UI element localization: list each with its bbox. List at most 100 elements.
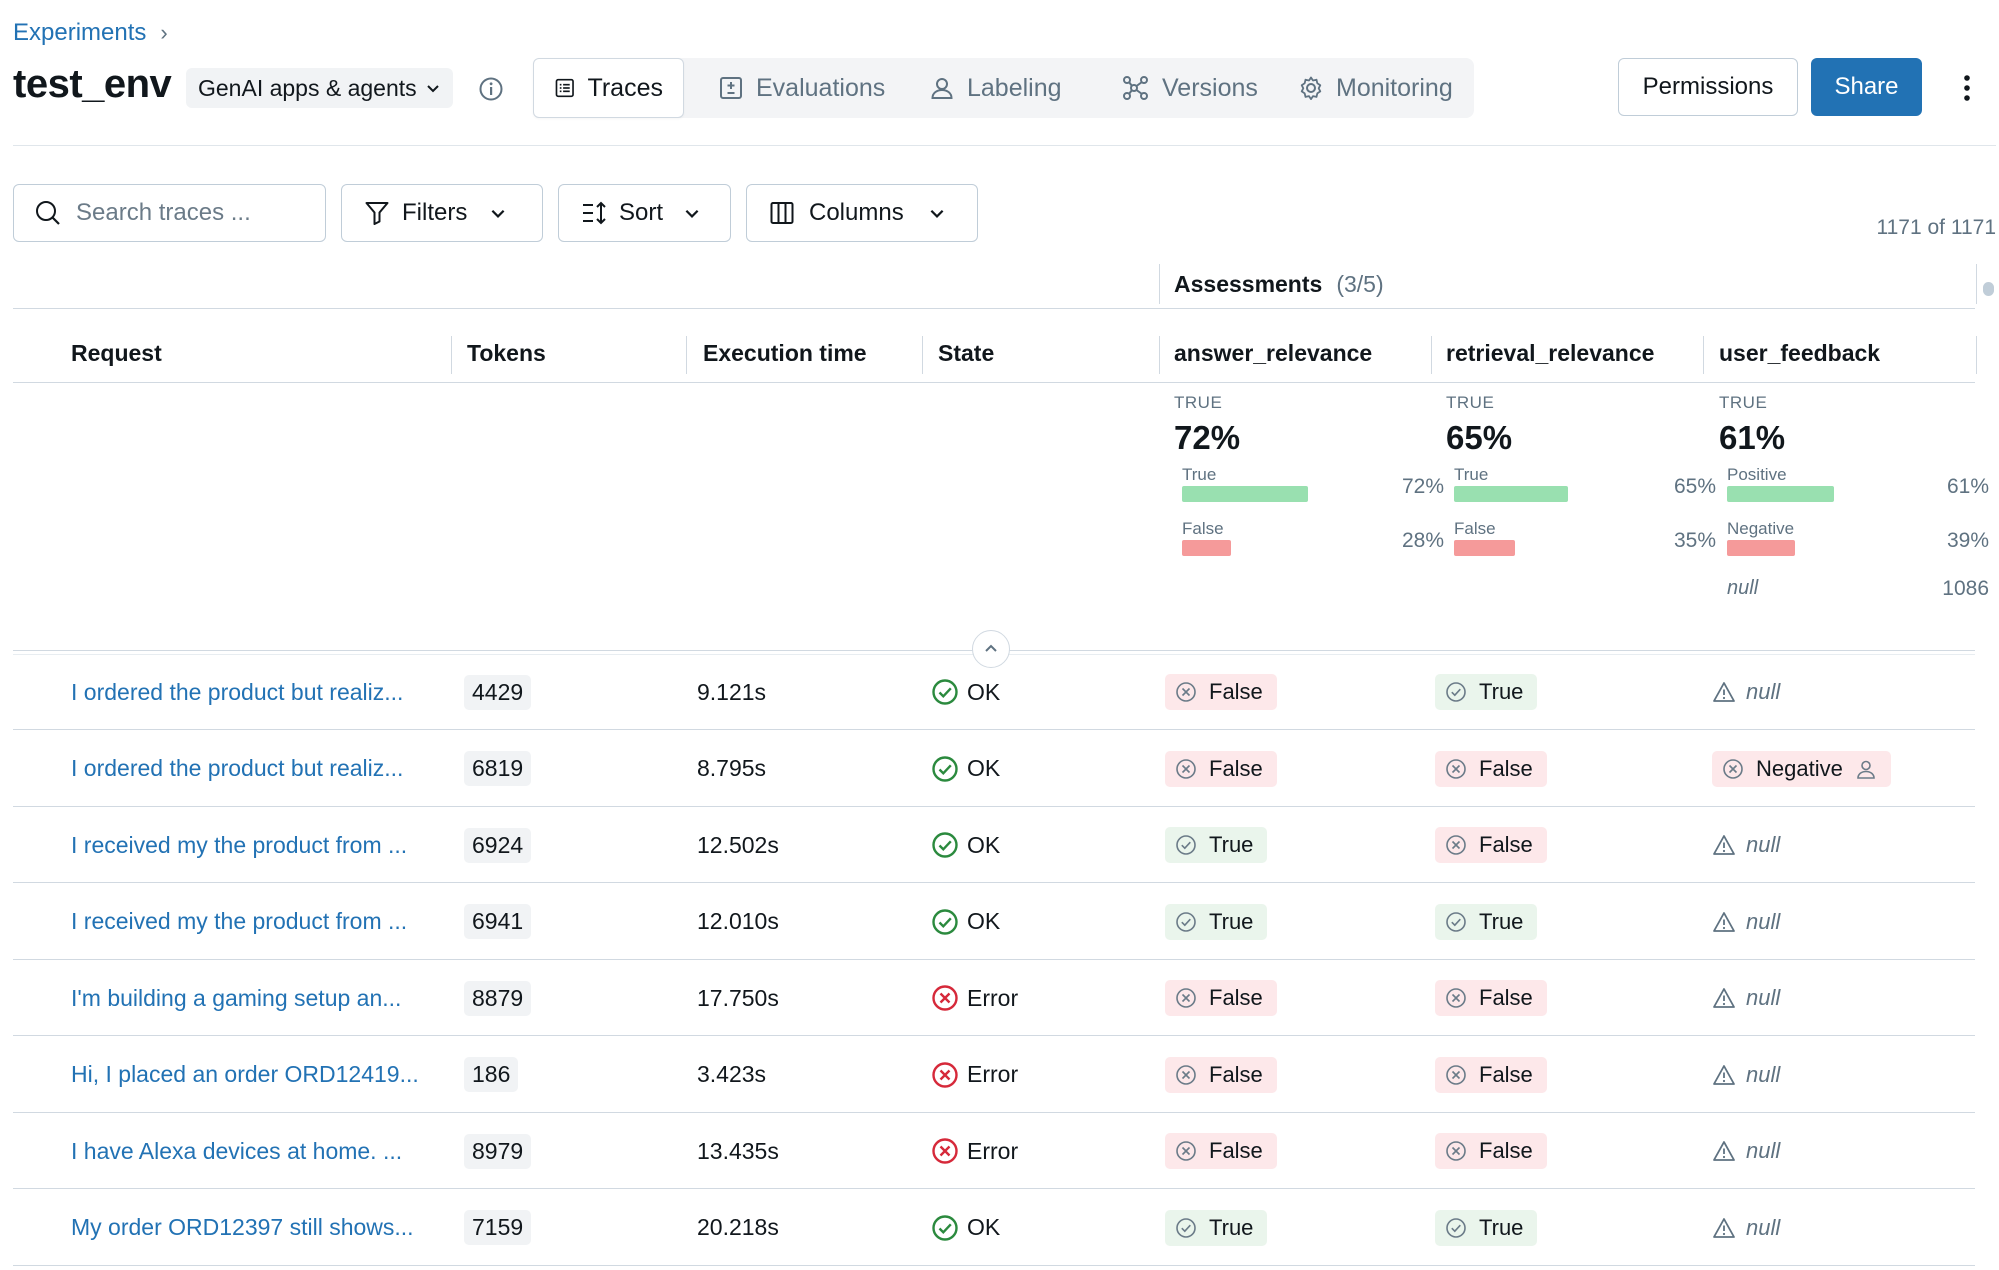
assessment-chip-label: False bbox=[1479, 1138, 1533, 1163]
summary-answer-relevance: TRUE 72% True 72% False 28% bbox=[1174, 393, 1444, 573]
column-divider[interactable] bbox=[686, 336, 687, 374]
assessment-chip[interactable]: True bbox=[1165, 903, 1268, 940]
user-icon bbox=[931, 78, 953, 99]
assessment-chip-label: False bbox=[1479, 985, 1533, 1010]
assessment-chip[interactable]: False bbox=[1165, 674, 1277, 710]
table-row[interactable]: I'm building a gaming setup an... 8879 17.… bbox=[13, 960, 1975, 1036]
col-header-request[interactable]: Request bbox=[71, 340, 162, 366]
tab-labeling[interactable]: Labeling bbox=[909, 58, 1082, 118]
state-cell: OK bbox=[931, 807, 1000, 883]
warning-icon bbox=[1713, 988, 1735, 1008]
search-input[interactable]: Search traces ... bbox=[13, 184, 326, 242]
info-icon[interactable] bbox=[478, 76, 504, 102]
col-header-retrieval-relevance[interactable]: retrieval_relevance bbox=[1446, 340, 1655, 366]
breadcrumb-experiments-link[interactable]: Experiments bbox=[13, 19, 147, 46]
assessment-chip-label: True bbox=[1209, 832, 1254, 857]
columns-button[interactable]: Columns bbox=[746, 184, 978, 242]
assessment-chip[interactable]: True bbox=[1435, 1209, 1538, 1246]
summary-retrieval-relevance: TRUE 65% True 65% False 35% bbox=[1446, 393, 1716, 573]
chevron-down-icon bbox=[426, 85, 439, 93]
state-label: OK bbox=[967, 1214, 1001, 1240]
assessment-chip[interactable]: False bbox=[1165, 750, 1277, 787]
col-header-execution-time[interactable]: Execution time bbox=[703, 340, 867, 366]
nodes-icon bbox=[1123, 76, 1148, 100]
assessment-chip[interactable]: False bbox=[1165, 980, 1277, 1016]
user-feedback-cell: null bbox=[1712, 884, 1780, 960]
request-link[interactable]: I'm building a gaming setup an... bbox=[71, 984, 402, 1011]
assessment-chip[interactable]: False bbox=[1435, 1056, 1547, 1093]
assessment-chip[interactable]: False bbox=[1435, 1133, 1547, 1169]
state-cell: OK bbox=[931, 884, 1000, 960]
user-feedback-cell: null bbox=[1712, 807, 1780, 883]
assessment-chip-label: True bbox=[1479, 908, 1524, 934]
scrollbar-thumb[interactable] bbox=[1983, 282, 1994, 296]
table-row[interactable]: I received my the product from ... 6941 12… bbox=[13, 884, 1975, 960]
assessment-chip[interactable]: True bbox=[1435, 903, 1538, 940]
filters-button[interactable]: Filters bbox=[341, 184, 543, 242]
col-header-tokens[interactable]: Tokens bbox=[467, 340, 546, 366]
warning-icon bbox=[1713, 1141, 1735, 1161]
execution-time-cell: 13.435s bbox=[697, 1137, 779, 1164]
null-value: null bbox=[1746, 985, 1781, 1010]
column-divider[interactable] bbox=[1703, 336, 1704, 374]
assessment-chip[interactable]: True bbox=[1165, 827, 1268, 863]
summary-row-pct: 72% bbox=[1401, 475, 1444, 498]
execution-time-cell: 17.750s bbox=[697, 984, 779, 1011]
state-label: OK bbox=[967, 831, 1001, 858]
column-divider[interactable] bbox=[451, 336, 452, 374]
table-row[interactable]: I have Alexa devices at home. ... 8979 13.… bbox=[13, 1113, 1975, 1189]
request-link[interactable]: I received my the product from ... bbox=[71, 831, 408, 858]
tokens-badge: 8879 bbox=[464, 980, 532, 1016]
request-link[interactable]: I received my the product from ... bbox=[71, 908, 408, 934]
request-link[interactable]: Hi, I placed an order ORD12419... bbox=[71, 1061, 419, 1087]
more-options-icon[interactable] bbox=[1952, 70, 1982, 106]
tab-traces[interactable]: Traces bbox=[533, 58, 684, 118]
assessment-chip[interactable]: True bbox=[1435, 674, 1538, 710]
col-header-state[interactable]: State bbox=[938, 340, 995, 366]
check-circle-icon bbox=[932, 832, 958, 858]
summary-user-feedback: TRUE 61% Positive 61% Negative 39% null … bbox=[1719, 393, 1989, 603]
request-link[interactable]: I have Alexa devices at home. ... bbox=[71, 1137, 403, 1164]
chevron-down-icon bbox=[685, 209, 699, 218]
table-row[interactable]: My order ORD12397 still shows... 7159 20.2… bbox=[13, 1190, 1975, 1266]
request-link[interactable]: I ordered the product but realiz... bbox=[71, 755, 404, 781]
sort-button[interactable]: Sort bbox=[558, 184, 731, 242]
assessment-chip[interactable]: False bbox=[1165, 1056, 1277, 1093]
request-link[interactable]: I ordered the product but realiz... bbox=[71, 678, 404, 705]
table-row[interactable]: I ordered the product but realiz... 6819 8… bbox=[13, 731, 1975, 807]
table-row[interactable]: Hi, I placed an order ORD12419... 186 3.42… bbox=[13, 1037, 1975, 1113]
request-link[interactable]: My order ORD12397 still shows... bbox=[71, 1214, 414, 1240]
assessment-chip[interactable]: Negative bbox=[1712, 750, 1891, 787]
assessment-chip[interactable]: True bbox=[1165, 1209, 1268, 1246]
null-value: null bbox=[1746, 908, 1781, 934]
column-divider[interactable] bbox=[1431, 336, 1432, 374]
assessment-chip[interactable]: False bbox=[1165, 1133, 1277, 1169]
assessment-chip[interactable]: False bbox=[1435, 980, 1547, 1016]
answer-relevance-cell: False bbox=[1165, 960, 1277, 1036]
permissions-button[interactable]: Permissions bbox=[1618, 58, 1798, 116]
assessment-chip-label: Negative bbox=[1756, 755, 1843, 781]
share-button[interactable]: Share bbox=[1811, 58, 1922, 116]
table-row[interactable]: I received my the product from ... 6924 12… bbox=[13, 807, 1975, 883]
x-circle-icon bbox=[1446, 988, 1466, 1008]
assessment-chip[interactable]: False bbox=[1435, 827, 1547, 863]
answer-relevance-cell: True bbox=[1165, 807, 1268, 883]
assessment-chip[interactable]: False bbox=[1435, 750, 1547, 787]
sort-icon bbox=[583, 201, 606, 225]
answer-relevance-cell: True bbox=[1165, 1190, 1268, 1266]
col-header-user-feedback[interactable]: user_feedback bbox=[1719, 340, 1881, 366]
column-divider[interactable] bbox=[1159, 336, 1160, 374]
tab-versions[interactable]: Versions bbox=[1102, 58, 1278, 118]
table-row[interactable]: I ordered the product but realiz... 4429 9… bbox=[13, 654, 1975, 730]
experiment-type-dropdown[interactable]: GenAI apps & agents bbox=[186, 68, 453, 108]
state-label: Error bbox=[967, 1137, 1019, 1164]
column-divider[interactable] bbox=[922, 336, 923, 374]
tab-evaluations[interactable]: Evaluations bbox=[698, 58, 905, 118]
collapse-summary-button[interactable] bbox=[972, 630, 1010, 668]
state-cell: Error bbox=[931, 1037, 1018, 1113]
plus-minus-icon bbox=[720, 77, 742, 99]
state-label: OK bbox=[967, 908, 1001, 934]
col-header-answer-relevance[interactable]: answer_relevance bbox=[1174, 340, 1373, 366]
page-title: test_env bbox=[13, 62, 172, 106]
tab-monitoring[interactable]: Monitoring bbox=[1278, 58, 1473, 118]
